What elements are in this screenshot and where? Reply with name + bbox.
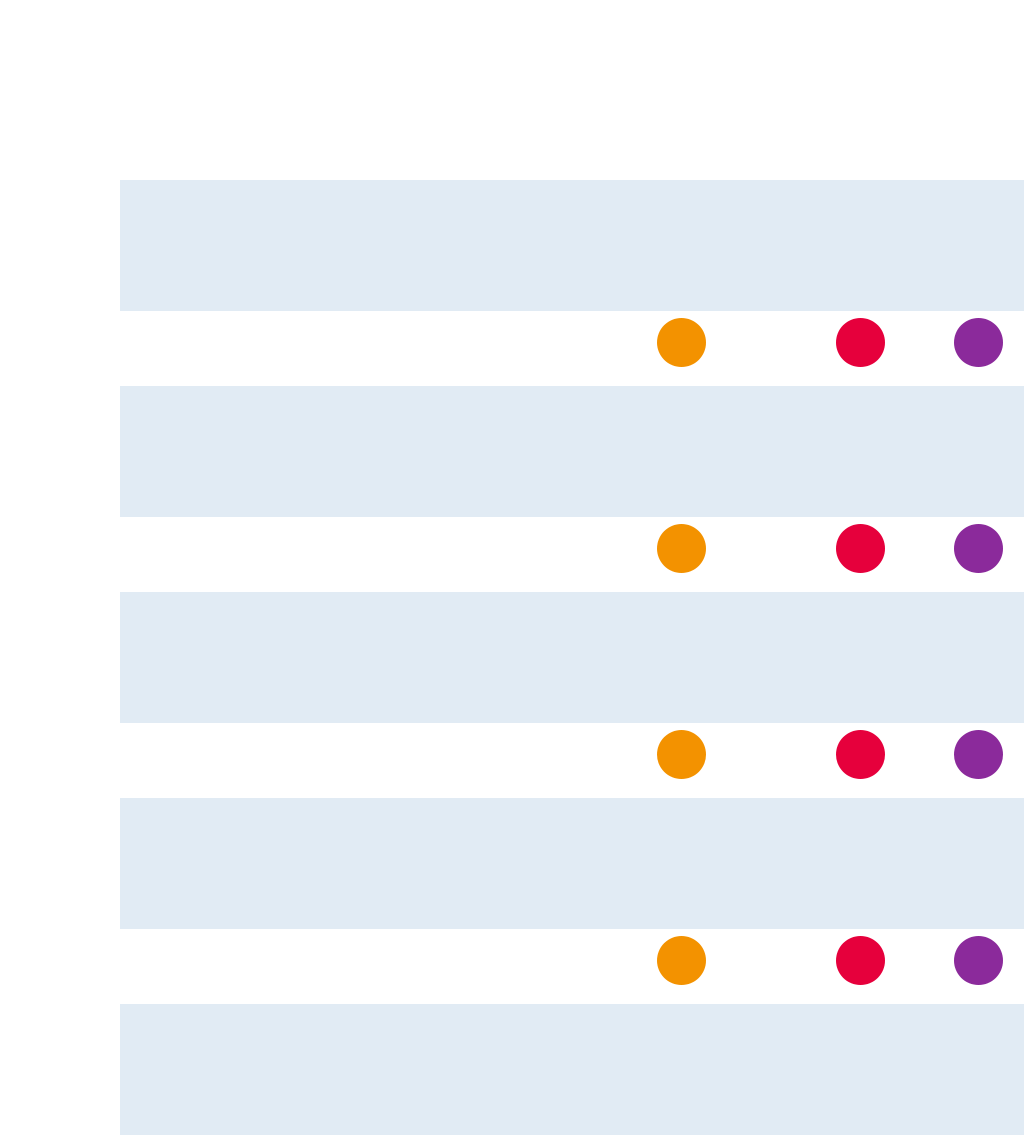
orange-dot	[657, 936, 706, 985]
purple-dot	[954, 936, 1003, 985]
table-band	[120, 386, 1024, 517]
orange-dot	[657, 318, 706, 367]
table-band	[120, 798, 1024, 929]
purple-dot	[954, 730, 1003, 779]
red-dot	[836, 318, 885, 367]
red-dot	[836, 524, 885, 573]
table-band	[120, 180, 1024, 311]
purple-dot	[954, 524, 1003, 573]
orange-dot	[657, 730, 706, 779]
red-dot	[836, 936, 885, 985]
orange-dot	[657, 524, 706, 573]
table-band	[120, 592, 1024, 723]
red-dot	[836, 730, 885, 779]
purple-dot	[954, 318, 1003, 367]
